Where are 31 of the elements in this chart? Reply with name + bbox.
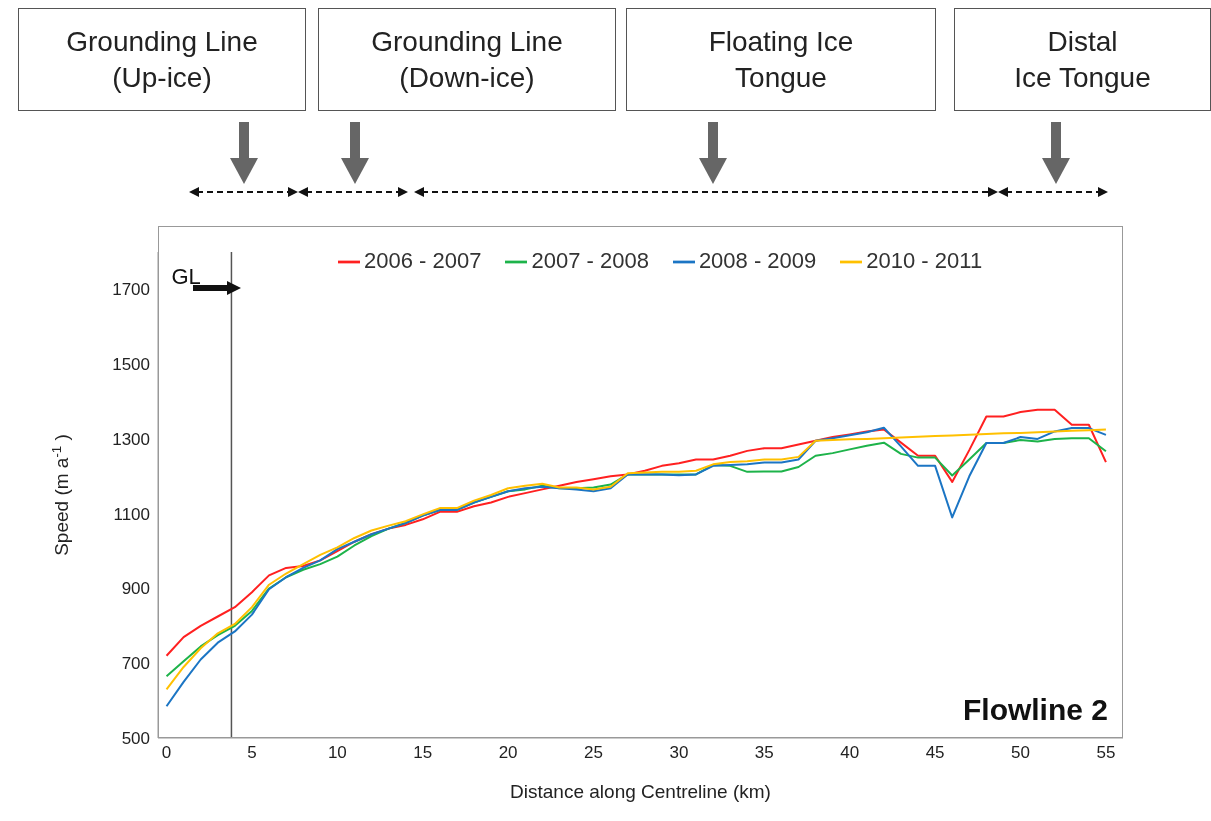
y-tick-label: 1500 <box>112 355 150 375</box>
ref-line-label: GL <box>171 264 201 289</box>
line-series <box>165 408 1107 657</box>
text: Distal Ice Tongue <box>954 8 1211 111</box>
legend-label: 2008 - 2009 <box>698 248 817 273</box>
x-tick-label: 15 <box>413 743 433 763</box>
x-tick-label: 45 <box>925 743 945 763</box>
x-tick-label: 35 <box>754 743 774 763</box>
y-tick-label: 900 <box>121 579 150 599</box>
x-tick-label: 25 <box>584 743 603 763</box>
legend-label: 2010 - 2011 <box>866 248 983 273</box>
y-tick-label: 1100 <box>113 504 150 524</box>
x-tick-label: 40 <box>840 743 860 763</box>
annotation: Flowline 2 <box>962 693 1108 727</box>
x-tick-label: 5 <box>247 743 257 763</box>
x-tick-label: 20 <box>498 743 518 763</box>
legend-label: 2007 - 2008 <box>531 248 649 273</box>
y-tick-label: 1300 <box>112 429 150 449</box>
y-tick-label: 500 <box>121 729 150 749</box>
legend-label: 2006 - 2007 <box>364 248 482 273</box>
y-tick-label: 1700 <box>112 280 150 300</box>
y-tick-label: 700 <box>121 654 150 674</box>
x-tick-label: 10 <box>327 743 347 763</box>
text: Floating Ice Tongue <box>626 8 936 111</box>
x-tick-label: 55 <box>1096 743 1116 763</box>
x-tick-label: 30 <box>669 743 689 763</box>
x-tick-label: 50 <box>1011 743 1030 763</box>
x-tick-label: 0 <box>161 743 172 763</box>
text: Grounding Line (Down-ice) <box>318 8 616 111</box>
text: Grounding Line (Up-ice) <box>18 8 306 111</box>
x-axis-title: Distance along Centreline (km) <box>510 781 771 802</box>
